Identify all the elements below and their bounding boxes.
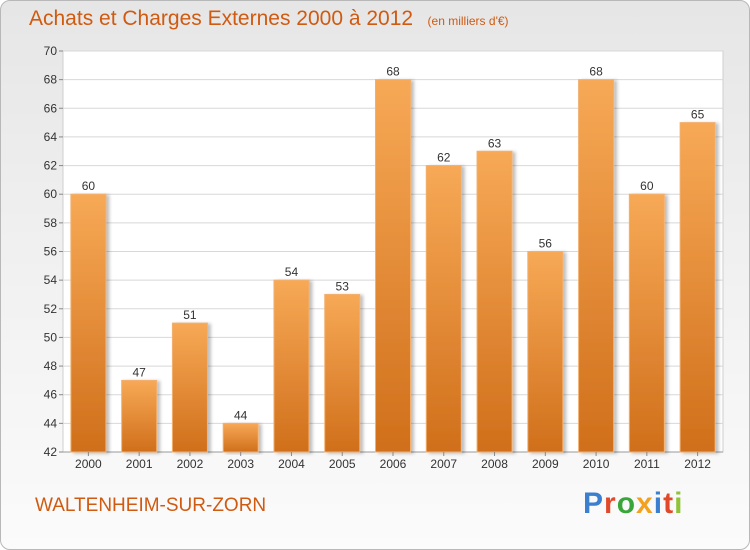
- logo-letter: r: [604, 487, 617, 520]
- title-block: Achats et Charges Externes 2000 à 2012 (…: [29, 7, 509, 31]
- y-tick-label: 46: [44, 388, 58, 402]
- bar: [425, 165, 462, 453]
- x-tick-label: 2008: [481, 457, 508, 471]
- y-tick-label: 62: [44, 159, 58, 173]
- y-tick-label: 48: [44, 359, 58, 373]
- bar-value-label: 68: [589, 65, 603, 79]
- chart-title: Achats et Charges Externes 2000 à 2012: [29, 7, 414, 30]
- logo-letter: P: [583, 487, 605, 520]
- bar-value-label: 44: [234, 408, 248, 422]
- y-tick-label: 50: [44, 330, 58, 344]
- logo-letter: o: [616, 487, 637, 520]
- x-tick-label: 2010: [583, 457, 610, 471]
- y-tick-label: 58: [44, 216, 58, 230]
- x-tick-label: 2011: [634, 457, 660, 471]
- bar: [222, 422, 259, 453]
- bar: [273, 279, 310, 453]
- x-tick-label: 2001: [126, 457, 153, 471]
- logo-letter: t: [663, 487, 675, 520]
- bar-value-label: 53: [336, 279, 350, 293]
- bar: [70, 193, 107, 453]
- bar-value-label: 62: [437, 151, 451, 165]
- bar: [628, 193, 665, 453]
- bar-value-label: 47: [132, 365, 146, 379]
- bar-value-label: 56: [539, 237, 553, 251]
- logo-letter: i: [653, 487, 664, 520]
- x-tick-label: 2002: [177, 457, 204, 471]
- y-tick-label: 60: [44, 187, 58, 201]
- x-tick-label: 2006: [380, 457, 407, 471]
- y-tick-label: 66: [44, 101, 58, 115]
- bar-value-label: 65: [691, 108, 705, 122]
- y-tick-label: 54: [44, 273, 58, 287]
- y-tick-label: 64: [44, 130, 58, 144]
- y-tick-label: 68: [44, 73, 58, 87]
- bar: [476, 150, 513, 453]
- location-name: WALTENHEIM-SUR-ZORN: [35, 495, 267, 516]
- x-tick-label: 2007: [430, 457, 457, 471]
- x-tick-label: 2000: [75, 457, 102, 471]
- bar: [121, 379, 158, 453]
- bar-value-label: 63: [488, 136, 502, 150]
- x-tick-label: 2004: [278, 457, 305, 471]
- proxiti-logo: Proxiti: [583, 487, 683, 521]
- y-tick-label: 42: [44, 445, 58, 459]
- x-tick-label: 2003: [227, 457, 254, 471]
- bar-value-label: 54: [285, 265, 299, 279]
- x-tick-label: 2009: [532, 457, 559, 471]
- y-tick-label: 56: [44, 245, 58, 259]
- bar-value-label: 51: [183, 308, 197, 322]
- bar-value-label: 60: [640, 179, 654, 193]
- bar: [527, 251, 564, 453]
- bar-value-label: 68: [386, 65, 400, 79]
- y-tick-label: 44: [44, 416, 58, 430]
- y-tick-label: 52: [44, 302, 58, 316]
- chart-subtitle: (en milliers d'€): [427, 14, 509, 28]
- logo-letter: i: [674, 487, 684, 520]
- bar: [324, 293, 361, 453]
- y-tick-label: 70: [44, 44, 58, 58]
- bar: [375, 79, 411, 453]
- bar-value-label: 60: [82, 179, 96, 193]
- logo-letter: x: [636, 487, 654, 520]
- x-tick-label: 2005: [329, 457, 356, 471]
- bar: [171, 322, 208, 453]
- bar: [679, 122, 716, 453]
- bar: [578, 79, 615, 453]
- x-tick-label: 2012: [684, 457, 711, 471]
